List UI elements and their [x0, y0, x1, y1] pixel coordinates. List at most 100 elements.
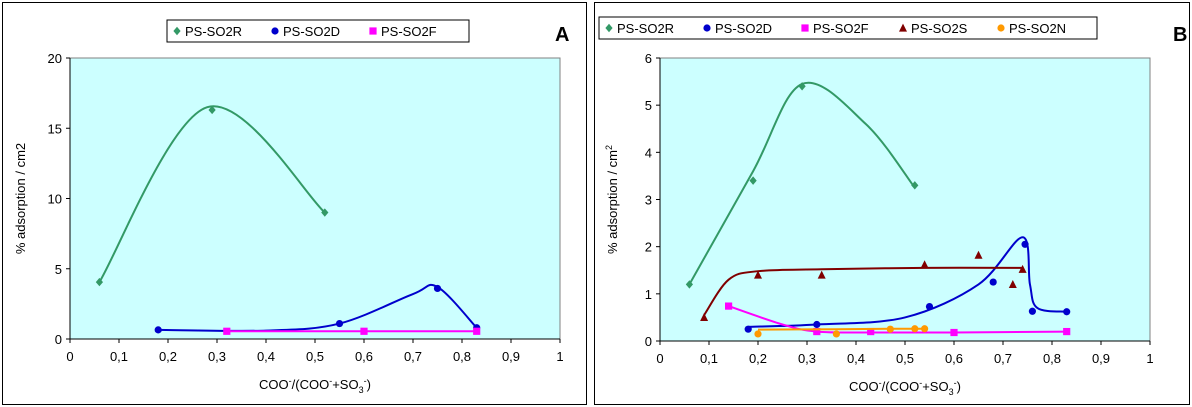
y-tick-label: 15	[48, 121, 62, 136]
x-tick-label: 0,5	[306, 349, 324, 364]
data-point-ps-so2s	[754, 270, 762, 279]
panel-label: B	[1173, 24, 1187, 46]
y-tick-label: 6	[645, 51, 652, 66]
y-tick-label: 20	[48, 51, 62, 66]
legend-label-ps-so2n: PS-SO2N	[1009, 21, 1066, 36]
series-ps-so2f	[223, 327, 481, 335]
legend-marker-ps-so2d	[271, 27, 279, 35]
data-point-ps-so2s	[1008, 280, 1017, 288]
legend-marker-ps-so2d	[703, 24, 711, 32]
x-tick-label: 0,4	[257, 349, 275, 364]
legend-marker-ps-so2s	[899, 23, 907, 32]
x-tick-label: 0,1	[110, 349, 128, 364]
legend-label-ps-so2f: PS-SO2F	[381, 24, 437, 39]
legend-marker-ps-so2r	[173, 26, 181, 36]
data-point-ps-so2r	[321, 208, 329, 217]
legend-label-ps-so2d: PS-SO2D	[283, 24, 340, 39]
data-point-ps-so2n	[754, 330, 762, 338]
x-tick-label: 0	[656, 351, 663, 366]
data-point-ps-so2d	[1028, 307, 1036, 315]
data-point-ps-so2f	[867, 327, 875, 336]
data-point-ps-so2d	[925, 302, 934, 311]
series-line-ps-so2f	[728, 305, 1067, 334]
x-tick-label: 0,5	[896, 351, 914, 366]
x-tick-label: 0,2	[159, 349, 177, 364]
data-point-ps-so2f	[360, 327, 368, 335]
y-tick-labels: 0 1 2 3 4 5 6	[645, 51, 652, 349]
data-point-ps-so2d	[1021, 240, 1029, 248]
data-point-ps-so2n	[911, 325, 919, 333]
data-point-ps-so2s	[1018, 264, 1027, 273]
data-point-ps-so2f	[1063, 327, 1071, 336]
y-tick-label: 10	[48, 192, 62, 207]
legend-label-ps-so2s: PS-SO2S	[911, 21, 968, 36]
x-tick-label: 0,2	[749, 351, 767, 366]
x-tick-label: 1	[556, 349, 563, 364]
data-point-ps-so2f	[725, 302, 733, 310]
chart-a-svg: 0 5 10 15 20 0 0,1 0,2 0,3 0,4 0,5 0,6 0,7 0,8 0,9 1 COO…	[13, 19, 569, 395]
series-ps-so2s	[700, 250, 1027, 322]
data-point-ps-so2s	[920, 260, 929, 269]
y-tick-label: 5	[55, 262, 62, 277]
panel-label: A	[555, 24, 569, 46]
series-line-ps-so2s	[703, 266, 1023, 316]
y-tick-label: 0	[645, 334, 652, 349]
x-axis-label: COO-/(COO-+SO3-)	[259, 376, 371, 395]
data-point-ps-so2d	[433, 284, 442, 293]
data-point-ps-so2d	[154, 326, 162, 334]
legend-marker-ps-so2n	[997, 24, 1005, 32]
y-tick-labels: 0 5 10 15 20	[48, 51, 62, 347]
x-tick-label: 0,9	[1092, 351, 1110, 366]
data-point-ps-so2d	[744, 325, 752, 333]
x-tick-label: 0,3	[798, 351, 816, 366]
data-point-ps-so2n	[921, 325, 929, 333]
legend-marker-ps-so2f	[369, 27, 377, 35]
legend-box	[166, 19, 470, 43]
data-point-ps-so2f	[473, 327, 481, 335]
data-point-ps-so2n	[832, 330, 840, 338]
data-point-ps-so2d	[1063, 308, 1071, 316]
data-point-ps-so2d	[989, 278, 997, 286]
series-line-ps-so2n	[757, 327, 925, 331]
y-axis-label: % adsorption / cm2	[604, 145, 620, 254]
legend: PS-SO2R PS-SO2D PS-SO2F	[166, 19, 470, 43]
data-point-ps-so2r	[208, 105, 216, 115]
y-tick-label: 0	[55, 332, 62, 347]
x-tick-label: 0,1	[700, 351, 718, 366]
data-point-ps-so2d	[813, 320, 821, 329]
x-tick-label: 0,6	[355, 349, 373, 364]
data-point-ps-so2f	[813, 327, 821, 336]
y-tick-label: 3	[645, 193, 652, 208]
y-axis-label: % adsorption / cm2	[13, 143, 28, 254]
chart-panel-b: 0 1 2 3 4 5 6 0 0,1 0,2 0,3 0,4 0,5 0,6 0,7 0,8 0,9 1 COO-…	[594, 2, 1190, 405]
data-point-ps-so2f	[950, 328, 958, 337]
x-tick-label: 0,7	[994, 351, 1012, 366]
series-ps-so2f	[725, 302, 1071, 337]
series-line-ps-so2r	[98, 105, 326, 283]
x-tick-label: 0,6	[945, 351, 963, 366]
x-tick-label: 0,3	[208, 349, 226, 364]
data-point-ps-so2d	[335, 319, 344, 328]
legend-marker-ps-so2f	[801, 24, 809, 32]
series-ps-so2n	[754, 325, 929, 338]
data-point-ps-so2r	[95, 277, 103, 287]
data-point-ps-so2f	[223, 327, 231, 335]
chart-b-svg: 0 1 2 3 4 5 6 0 0,1 0,2 0,3 0,4 0,5 0,6 0,7 0,8 0,9 1 COO-…	[598, 16, 1187, 397]
data-point-ps-so2r	[911, 181, 919, 190]
series-ps-so2r	[95, 105, 329, 287]
series-line-ps-so2r	[688, 81, 916, 285]
plot-area	[69, 57, 561, 340]
y-tick-label: 2	[645, 240, 652, 255]
legend-box	[598, 16, 1098, 40]
plot-area	[659, 57, 1151, 342]
y-tick-label: 5	[645, 98, 652, 113]
x-tick-labels: 0 0,1 0,2 0,3 0,4 0,5 0,6 0,7 0,8 0,9 1	[656, 351, 1153, 366]
chart-panel-a: 0 5 10 15 20 0 0,1 0,2 0,3 0,4 0,5 0,6 0,7 0,8 0,9 1 COO…	[2, 2, 587, 405]
x-tick-label: 0,7	[404, 349, 422, 364]
x-tick-label: 0	[66, 349, 73, 364]
data-point-ps-so2r	[749, 176, 757, 185]
y-tick-label: 4	[645, 145, 652, 160]
data-point-ps-so2s	[974, 250, 983, 259]
x-tick-label: 0,9	[502, 349, 520, 364]
data-point-ps-so2s	[817, 270, 826, 279]
